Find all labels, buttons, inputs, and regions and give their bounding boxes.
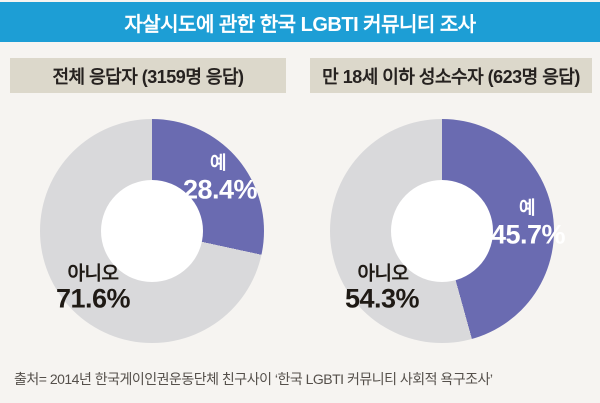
no-slice-value: 71.6%	[55, 283, 131, 314]
no-slice-label: 아니오	[67, 263, 119, 285]
yes-slice-value: 28.4%	[182, 174, 258, 205]
donut-chart-all-respondents: 예 28.4% 아니오 71.6%	[40, 119, 264, 343]
title-banner: 자살시도에 관한 한국 LGBTI 커뮤니티 조사	[0, 2, 600, 42]
donut-chart-under-18: 예 45.7% 아니오 54.3%	[330, 119, 566, 343]
panel-title-all-respondents: 전체 응답자 (3159명 응답)	[52, 66, 244, 87]
donut-hole	[101, 180, 203, 282]
donut-hole	[391, 180, 493, 282]
panel-header-all-respondents: 전체 응답자 (3159명 응답)	[10, 58, 286, 93]
panel-title-under-18: 만 18세 이하 성소수자 (623명 응답)	[322, 66, 580, 87]
source-note: 출처= 2014년 한국게이인권운동단체 친구사이 ‘한국 LGBTI 커뮤니티…	[14, 371, 493, 387]
page-title: 자살시도에 관한 한국 LGBTI 커뮤니티 조사	[124, 13, 476, 36]
yes-slice-value: 45.7%	[490, 219, 566, 250]
yes-slice-label: 예	[518, 198, 536, 218]
yes-slice-label: 예	[209, 153, 227, 173]
no-slice-value: 54.3%	[344, 283, 420, 314]
no-slice-label: 아니오	[357, 263, 409, 285]
panel-header-under-18: 만 18세 이하 성소수자 (623명 응답)	[310, 58, 592, 93]
